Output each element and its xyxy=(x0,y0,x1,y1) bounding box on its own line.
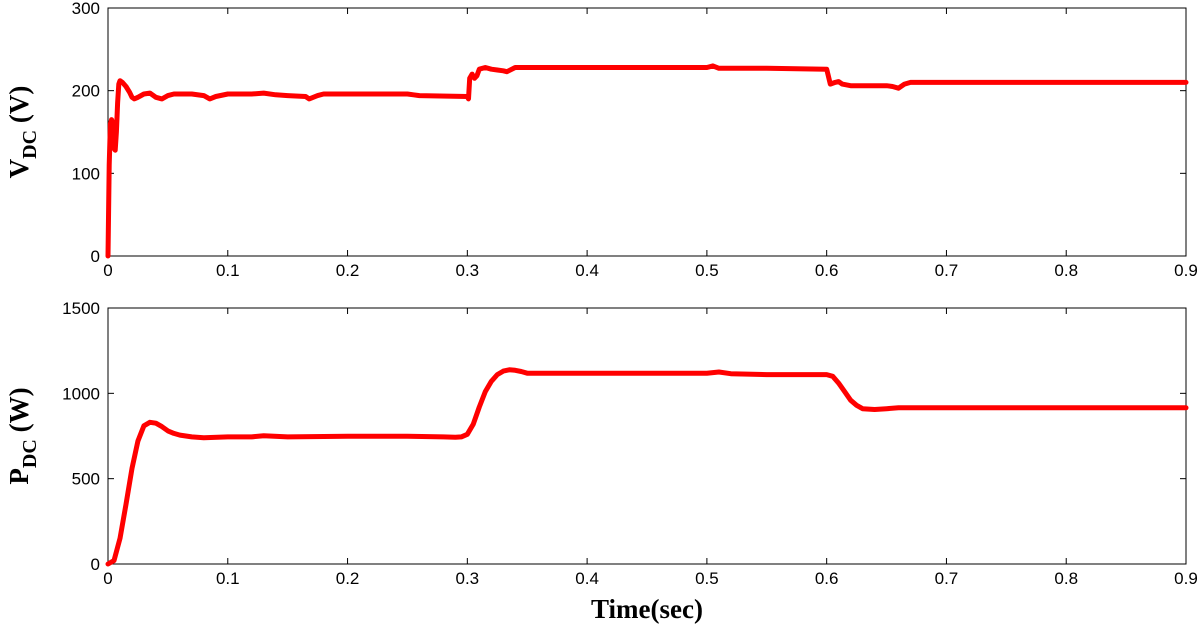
x-tick-label: 0.3 xyxy=(456,569,480,588)
x-tick-label: 0.7 xyxy=(935,569,959,588)
x-tick-label: 0.4 xyxy=(575,569,599,588)
series-line xyxy=(105,63,1189,259)
x-tick-label: 0.4 xyxy=(575,261,599,280)
x-tick-label: 0.1 xyxy=(216,569,240,588)
x-tick-label: 0.9 xyxy=(1174,261,1198,280)
y-tick-label: 1500 xyxy=(62,299,100,318)
x-tick-label: 0.2 xyxy=(336,261,360,280)
x-tick-label: 0.2 xyxy=(336,569,360,588)
x-tick-label: 0.5 xyxy=(695,261,719,280)
x-tick-label: 0 xyxy=(103,569,112,588)
chart-panel-2: 0 0.1 0.2 0.3 0.4 0.5 0.6 0.7 0.8 0.9 0 500 1000 1500… xyxy=(4,299,1198,624)
y-axis-label: VDC (V) xyxy=(4,86,41,179)
x-tick-label: 0.8 xyxy=(1054,569,1078,588)
y-axis-label-main: P xyxy=(4,468,34,485)
x-axis-label: Time(sec) xyxy=(591,594,703,624)
y-tick-label: 0 xyxy=(91,555,100,574)
x-tick-label: 0.1 xyxy=(216,261,240,280)
series-line xyxy=(105,367,1189,567)
y-axis-label: PDC (W) xyxy=(4,387,41,484)
y-axis-label-unit: (V) xyxy=(4,86,34,130)
plot-area-frame xyxy=(107,307,1187,565)
y-axis-label-main: V xyxy=(4,158,34,178)
y-axis-label-subscript: DC xyxy=(19,439,41,468)
x-tick-label: 0.9 xyxy=(1174,569,1198,588)
y-tick-label: 0 xyxy=(91,247,100,266)
x-tick-label: 0.6 xyxy=(815,261,839,280)
y-axis-label-subscript: DC xyxy=(19,130,41,159)
y-tick-label: 1000 xyxy=(62,384,100,403)
x-tick-label: 0.8 xyxy=(1054,261,1078,280)
y-tick-label: 500 xyxy=(72,470,100,489)
y-tick-label: 100 xyxy=(72,164,100,183)
y-tick-label: 200 xyxy=(72,82,100,101)
x-tick-label: 0.7 xyxy=(935,261,959,280)
x-tick-label: 0.6 xyxy=(815,569,839,588)
plot-area-frame xyxy=(107,7,1187,257)
x-tick-label: 0.3 xyxy=(456,261,480,280)
chart-panel-1: 0 0.1 0.2 0.3 0.4 0.5 0.6 0.7 0.8 0.9 0 100 200 300 VD… xyxy=(4,0,1198,280)
x-tick-label: 0.5 xyxy=(695,569,719,588)
y-axis-label-unit: (W) xyxy=(4,387,34,439)
y-tick-label: 300 xyxy=(72,0,100,18)
x-tick-label: 0 xyxy=(103,261,112,280)
